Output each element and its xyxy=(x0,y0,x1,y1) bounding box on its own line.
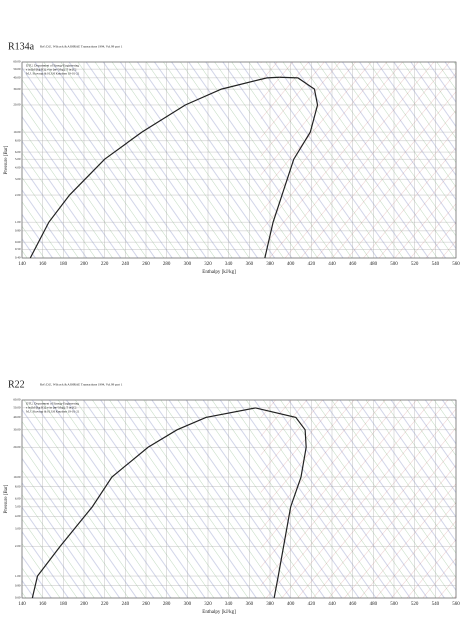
y-tick-label: 0.80 xyxy=(15,229,21,233)
y-tick-label: 5.00 xyxy=(15,505,21,509)
y-tick-label: 3.00 xyxy=(15,527,21,531)
x-tick-label: 520 xyxy=(411,602,419,607)
x-tick-label: 440 xyxy=(328,602,336,607)
y-tick-label: 1.00 xyxy=(15,574,21,578)
y-tick-label: 0.60 xyxy=(15,596,21,600)
x-tick-label: 220 xyxy=(101,602,109,607)
note: s in [kJ/(kg K)], v in [m^3/kg], T in [C… xyxy=(26,68,76,73)
note: s in [kJ/(kg K)], v in [m^3/kg], T in [C… xyxy=(26,406,76,411)
y-tick-label: 50.00 xyxy=(13,406,21,410)
x-tick-label: 280 xyxy=(163,602,171,607)
x-tick-label: 340 xyxy=(225,262,233,267)
x-tick-label: 140 xyxy=(18,262,26,267)
x-tick-label: 480 xyxy=(370,262,378,267)
chart-subtitle: Ref :D.E. Wilcock & ASHRAE Transactions … xyxy=(40,383,123,388)
saturation-curve xyxy=(255,407,307,599)
y-tick-label: 8.00 xyxy=(15,139,21,143)
x-tick-label: 460 xyxy=(349,602,357,607)
x-tick-label: 160 xyxy=(39,602,47,607)
x-tick-label: 200 xyxy=(80,602,88,607)
y-tick-label: 0.40 xyxy=(15,256,21,260)
x-tick-label: 300 xyxy=(184,262,192,267)
x-tick-label: 460 xyxy=(349,262,357,267)
y-tick-label: 10.00 xyxy=(13,130,21,134)
x-tick-label: 400 xyxy=(287,602,295,607)
y-tick-label: 2.00 xyxy=(15,193,21,197)
y-tick-label: 0.60 xyxy=(15,240,21,244)
y-tick-label: 60.00 xyxy=(13,398,21,402)
x-tick-label: 420 xyxy=(308,262,316,267)
x-tick-label: 360 xyxy=(246,262,254,267)
y-tick-label: 4.00 xyxy=(15,166,21,170)
y-tick-label: 30.00 xyxy=(13,87,21,91)
chart: 140 160 180 200 220 240 260 280 300 320 340 360 380 4… xyxy=(4,379,460,615)
x-tick-label: 540 xyxy=(432,602,440,607)
x-tick-label: 240 xyxy=(122,262,130,267)
x-tick-label: 140 xyxy=(18,602,26,607)
y-tick-label: 6.00 xyxy=(15,497,21,501)
y-tick-label: 40.00 xyxy=(13,76,21,80)
y-tick-label: 3.00 xyxy=(15,177,21,181)
x-tick-label: 320 xyxy=(204,262,212,267)
y-tick-label: 5.00 xyxy=(15,157,21,161)
chart-title: R134a xyxy=(8,41,35,52)
saturation-curve xyxy=(29,76,280,259)
x-tick-label: 380 xyxy=(266,602,274,607)
y-tick-label: 20.00 xyxy=(13,445,21,449)
y-tick-label: 4.00 xyxy=(15,514,21,518)
x-tick-label: 280 xyxy=(163,262,171,267)
x-tick-label: 200 xyxy=(80,262,88,267)
saturation-curve xyxy=(264,76,319,259)
x-tick-label: 480 xyxy=(370,602,378,607)
x-tick-label: 360 xyxy=(246,602,254,607)
y-tick-label: 0.50 xyxy=(15,247,21,251)
x-tick-label: 340 xyxy=(225,602,233,607)
x-tick-label: 260 xyxy=(142,262,150,267)
y-tick-label: 60.00 xyxy=(13,60,21,64)
y-tick-label: 8.00 xyxy=(15,484,21,488)
y-tick-label: 0.80 xyxy=(15,583,21,587)
chart: 140 160 180 200 220 240 260 280 300 320 340 360 380 4… xyxy=(4,41,460,275)
x-tick-label: 560 xyxy=(452,602,460,607)
x-tick-label: 500 xyxy=(390,602,398,607)
y-tick-label: 50.00 xyxy=(13,67,21,71)
y-tick-label: 40.00 xyxy=(13,415,21,419)
x-tick-label: 220 xyxy=(101,262,109,267)
x-tick-label: 160 xyxy=(39,262,47,267)
y-tick-label: 2.00 xyxy=(15,544,21,548)
note: DTU, Department of Energy Engineering xyxy=(26,402,79,407)
x-axis-label: Enthalpy [kJ/kg] xyxy=(202,270,236,275)
y-tick-label: 6.00 xyxy=(15,150,21,154)
isoline-pattern xyxy=(260,62,456,258)
x-tick-label: 420 xyxy=(308,602,316,607)
y-tick-label: 1.00 xyxy=(15,220,21,224)
x-tick-label: 260 xyxy=(142,602,150,607)
x-tick-label: 180 xyxy=(60,262,68,267)
x-tick-label: 560 xyxy=(452,262,460,267)
x-tick-label: 400 xyxy=(287,262,295,267)
x-axis-label: Enthalpy [kJ/kg] xyxy=(202,610,236,615)
y-axis-label: Pressure [Bar] xyxy=(4,484,9,513)
x-tick-label: 520 xyxy=(411,262,419,267)
note: M.J. Skovrup & H.J.H Knudsen 19-01-21 xyxy=(26,410,80,414)
x-tick-label: 540 xyxy=(432,262,440,267)
chart-title: R22 xyxy=(8,379,25,390)
x-tick-label: 180 xyxy=(60,602,68,607)
note: M.J. Skovrup & H.J.H Knudsen 19-01-21 xyxy=(26,72,80,76)
x-tick-label: 320 xyxy=(204,602,212,607)
y-axis-label: Pressure [Bar] xyxy=(4,145,9,174)
x-tick-label: 500 xyxy=(390,262,398,267)
x-tick-label: 240 xyxy=(122,602,130,607)
charts: 140 160 180 200 220 240 260 280 300 320 340 360 380 4… xyxy=(4,41,460,615)
y-tick-label: 20.00 xyxy=(13,103,21,107)
chart-subtitle: Ref :D.E. Wilcock & ASHRAE Transactions … xyxy=(40,45,123,50)
x-tick-label: 440 xyxy=(328,262,336,267)
x-tick-label: 300 xyxy=(184,602,192,607)
note: DTU, Department of Energy Engineering xyxy=(26,64,79,69)
y-tick-label: 10.00 xyxy=(13,475,21,479)
y-tick-label: 30.00 xyxy=(13,428,21,432)
x-tick-label: 380 xyxy=(266,262,274,267)
saturation-curve xyxy=(31,407,256,599)
